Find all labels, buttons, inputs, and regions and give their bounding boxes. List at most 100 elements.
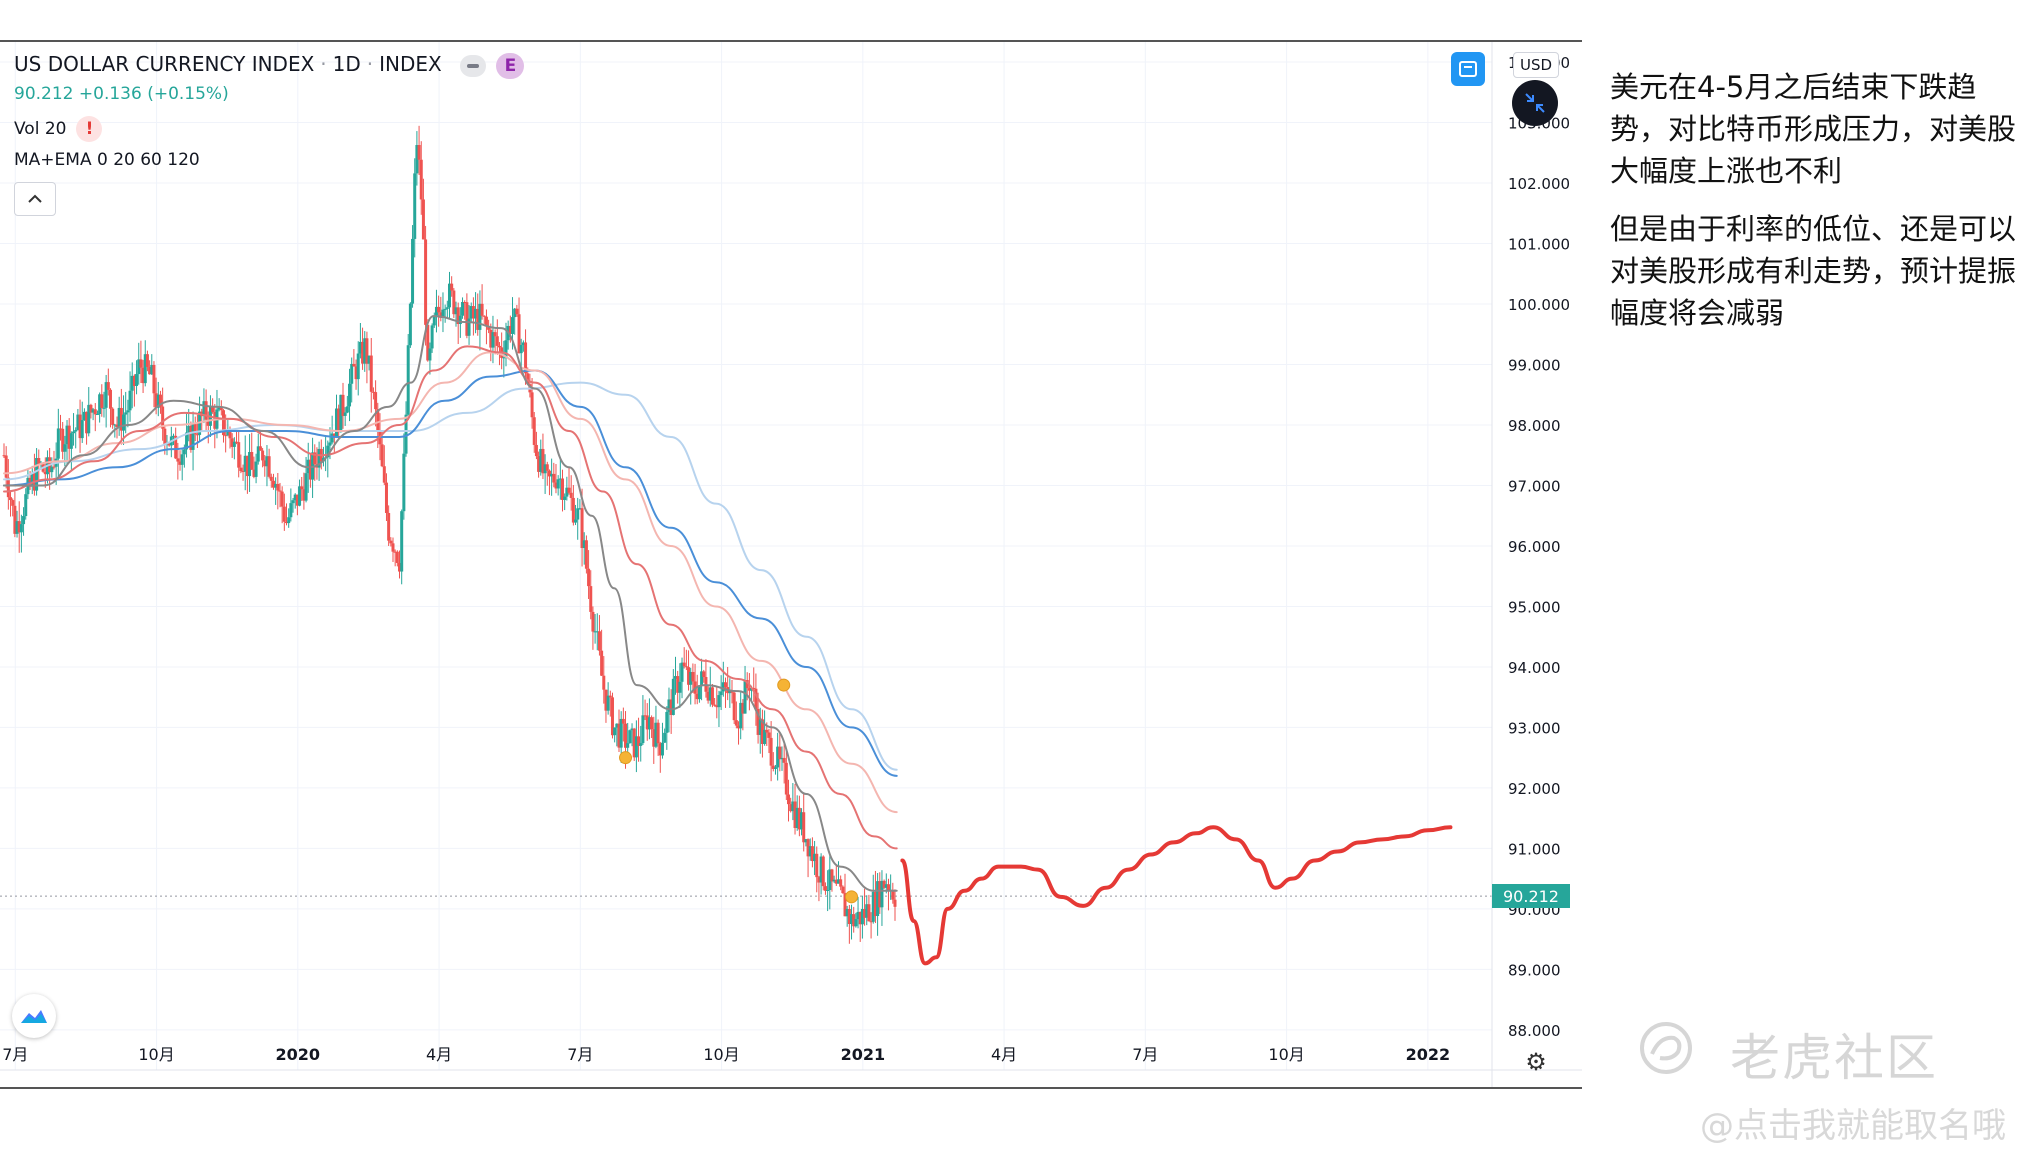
- candle-body: [393, 551, 397, 553]
- candle-body: [621, 718, 625, 724]
- candle-body: [4, 455, 8, 478]
- candle-body: [652, 729, 656, 747]
- candle-body: [241, 471, 245, 473]
- candle-body: [734, 720, 738, 726]
- x-tick-label: 7月: [2, 1045, 28, 1064]
- candle-body: [313, 452, 317, 465]
- candle-body: [723, 682, 727, 688]
- candle-body: [248, 452, 252, 477]
- candle-body: [674, 676, 678, 679]
- gear-icon[interactable]: ⚙: [1525, 1048, 1547, 1076]
- candle-body: [476, 308, 480, 330]
- candle-body: [352, 363, 356, 367]
- candle-body: [478, 303, 482, 330]
- candle-body: [695, 693, 699, 700]
- y-tick-label: 92.000: [1508, 780, 1561, 798]
- candle-body: [678, 681, 682, 693]
- candle-body: [150, 365, 154, 375]
- candle-body: [867, 904, 871, 922]
- warning-icon[interactable]: !: [76, 116, 103, 142]
- price-chart[interactable]: 88.00089.00090.00091.00092.00093.00094.0…: [0, 42, 1582, 1087]
- candle-body: [593, 631, 597, 633]
- x-tick-label: 7月: [1132, 1045, 1158, 1064]
- candle-body: [787, 794, 791, 805]
- candle-body: [680, 662, 684, 682]
- candle-body: [511, 317, 515, 334]
- event-markers: [619, 678, 859, 904]
- candle-body: [745, 680, 749, 689]
- candle-body: [132, 375, 136, 387]
- candle-body: [130, 375, 134, 391]
- candle-body: [237, 442, 241, 468]
- tradingview-logo-icon: [21, 1010, 47, 1023]
- candle-body: [330, 433, 334, 443]
- candle-body: [821, 856, 825, 887]
- symbol-legend[interactable]: US DOLLAR CURRENCY INDEX · 1D · INDEX E: [14, 52, 525, 79]
- candle-body: [519, 344, 523, 354]
- candle-body: [700, 671, 704, 686]
- series-lines: [3, 315, 1453, 966]
- watermark-username: @点击我就能取名哦: [1700, 1106, 2006, 1146]
- candle-body: [691, 671, 695, 682]
- candle-body: [717, 695, 721, 708]
- candle-body: [126, 410, 130, 413]
- candle-body: [408, 303, 412, 346]
- candle-body: [602, 675, 606, 690]
- candle-body: [480, 303, 484, 316]
- candle-body: [728, 690, 732, 694]
- candle-body: [456, 307, 460, 324]
- candle-body: [489, 329, 493, 348]
- currency-badge[interactable]: USD: [1513, 52, 1559, 78]
- candle-body: [235, 441, 239, 443]
- candle-body: [508, 325, 512, 334]
- candle-body: [354, 366, 358, 380]
- candle-body: [400, 511, 404, 572]
- commentary-paragraph-1: 美元在4-5月之后结束下跌趋势，对比特币形成压力，对美股大幅度上涨也不利: [1610, 70, 2017, 188]
- ma-indicator-label[interactable]: MA+EMA 0 20 60 120: [14, 150, 200, 170]
- candle-body: [398, 562, 402, 572]
- candle-body: [708, 687, 712, 701]
- candle-body: [76, 414, 80, 430]
- volume-indicator[interactable]: Vol 20 !: [14, 116, 103, 142]
- hide-legend-toggle[interactable]: [460, 54, 487, 77]
- candle-body: [24, 494, 28, 517]
- candle-body: [697, 685, 701, 700]
- candle-body: [104, 382, 108, 408]
- compress-button[interactable]: [1512, 80, 1558, 126]
- candle-body: [634, 736, 638, 758]
- fullscreen-button[interactable]: [1451, 52, 1485, 86]
- candle-body: [102, 407, 106, 409]
- candle-body: [454, 307, 458, 315]
- candle-body: [645, 715, 649, 730]
- candle-body: [860, 908, 864, 925]
- candle-body: [558, 478, 562, 480]
- candle-body: [350, 363, 354, 384]
- interval-label[interactable]: 1D: [332, 52, 361, 76]
- chart-panel[interactable]: 88.000 89.000 90.000 91.000 92.000 93.000 94.0…: [0, 40, 1582, 1089]
- candle-body: [187, 425, 191, 433]
- candle-body: [847, 909, 851, 925]
- collapse-legend-button[interactable]: [14, 182, 56, 216]
- candle-body: [89, 404, 93, 413]
- candle-body: [617, 723, 621, 748]
- candle-body: [245, 455, 249, 477]
- x-tick-label: 7月: [567, 1045, 593, 1064]
- event-marker: [619, 751, 633, 765]
- candle-body: [660, 742, 664, 756]
- candle-body: [495, 336, 499, 346]
- candle-body: [363, 338, 367, 364]
- candle-body: [111, 408, 115, 425]
- candle-body: [437, 306, 441, 313]
- candle-body: [758, 719, 762, 735]
- candle-body: [13, 505, 17, 534]
- candle-body: [850, 914, 854, 925]
- candle-body: [465, 302, 469, 336]
- candle-body: [158, 394, 162, 407]
- candle-body: [178, 461, 182, 465]
- earnings-badge[interactable]: E: [496, 52, 525, 79]
- candle-body: [863, 908, 867, 918]
- candle-body: [424, 239, 428, 325]
- candle-body: [502, 357, 506, 359]
- tradingview-logo[interactable]: [12, 994, 56, 1038]
- symbol-name[interactable]: US DOLLAR CURRENCY INDEX: [14, 52, 315, 76]
